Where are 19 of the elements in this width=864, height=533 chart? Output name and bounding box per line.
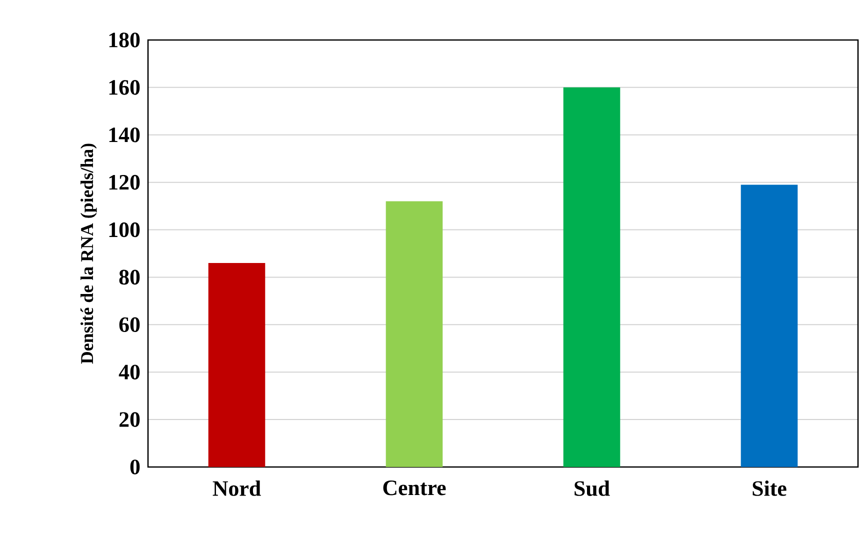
bar	[208, 262, 266, 467]
x-tick-label: Centre	[383, 480, 446, 496]
bar	[740, 184, 798, 467]
y-tick-label: 120	[109, 174, 140, 190]
y-tick-label: 20	[119, 412, 140, 427]
y-tick-label: 80	[119, 270, 140, 285]
bar	[386, 201, 443, 467]
y-axis-title: Densité de la RNA (pieds/ha)	[80, 144, 97, 364]
y-tick-label: 180	[109, 32, 140, 48]
x-tick-label: Nord	[212, 480, 261, 496]
y-tick-label: 160	[109, 80, 140, 95]
y-tick-label: 0	[130, 460, 140, 474]
x-tick-label: Site	[752, 480, 786, 496]
bar	[563, 87, 620, 467]
y-tick-label: 60	[119, 317, 140, 332]
y-tick-label: 140	[109, 127, 140, 142]
x-tick-label: Sud	[574, 480, 610, 496]
y-tick-label: 100	[109, 222, 140, 238]
y-tick-label: 40	[118, 364, 140, 380]
